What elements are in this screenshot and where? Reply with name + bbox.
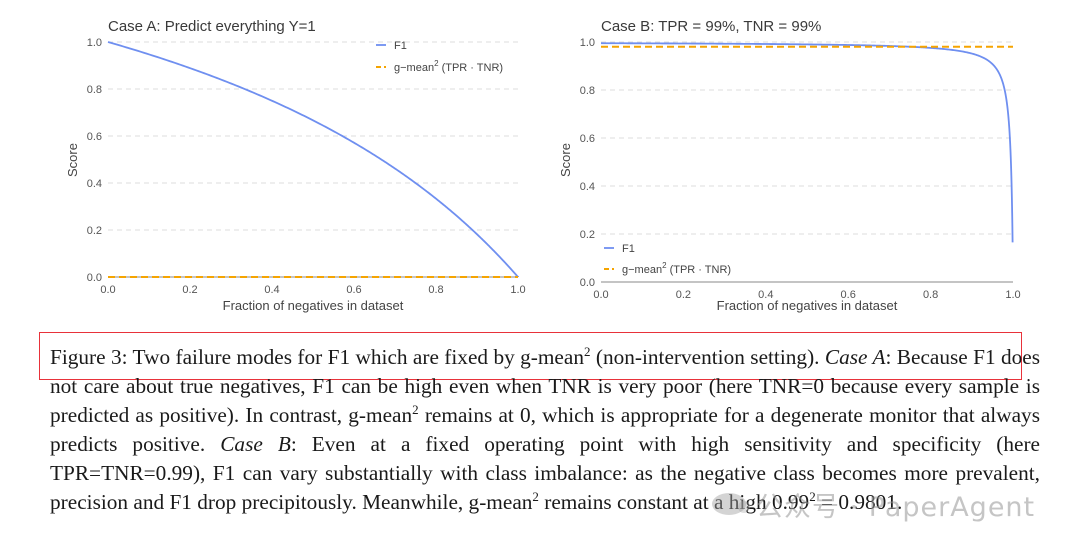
- panel-a-title: Case A: Predict everything Y=1: [108, 18, 316, 35]
- x-tick-label: 1.0: [510, 284, 525, 296]
- x-tick-label: 0.0: [100, 284, 115, 296]
- panel-b-y-ticks: 0.0 0.2 0.4 0.6 0.8 1.0: [580, 37, 595, 289]
- x-tick-label: 0.0: [593, 289, 608, 301]
- figure-caption: Figure 3: Two failure modes for F1 which…: [50, 343, 1040, 517]
- charts-figure: Case A: Predict everything Y=1 0.0 0.2 0.4…: [65, 18, 1021, 313]
- x-tick-label: 0.8: [428, 284, 443, 296]
- x-tick-label: 0.8: [923, 289, 938, 301]
- panel-b: Case B: TPR = 99%, TNR = 99% 0.00.20.40.…: [558, 18, 1021, 313]
- x-tick-label: 0.4: [758, 289, 773, 301]
- y-tick-label: 0.4: [580, 181, 595, 193]
- legend-f1-label: F1: [622, 243, 635, 255]
- caption-highlight-box: [39, 332, 1022, 380]
- y-tick-label: 1.0: [580, 37, 595, 49]
- x-tick-label: 0.2: [182, 284, 197, 296]
- y-tick-label: 0.2: [87, 225, 102, 237]
- figure-label: Figure 3:: [50, 345, 128, 369]
- panel-a-legend: F1 g−mean2 (TPR · TNR): [376, 40, 503, 74]
- panel-b-x-label: Fraction of negatives in dataset: [717, 298, 898, 313]
- caption-superscript: 2: [532, 488, 539, 504]
- caption-superscript: 2: [809, 488, 816, 504]
- panel-b-title: Case B: TPR = 99%, TNR = 99%: [601, 18, 821, 35]
- legend-f1-label: F1: [394, 40, 407, 52]
- y-tick-label: 0.8: [580, 85, 595, 97]
- panel-a-y-label: Score: [65, 143, 80, 177]
- caption-text: Two failure modes for F1 which are fixed…: [127, 345, 584, 369]
- x-tick-label: 0.6: [841, 289, 856, 301]
- panel-b-legend: F1 g−mean2 (TPR · TNR): [604, 243, 731, 276]
- case-b-label: Case B: [220, 432, 291, 456]
- y-tick-label: 0.8: [87, 84, 102, 96]
- caption-superscript: 2: [412, 401, 419, 417]
- caption-text: : Even at a fixed operating point with h…: [50, 432, 1040, 514]
- caption-text: remains at 0, which is appropriate for a…: [50, 403, 1040, 456]
- y-tick-label: 0.0: [87, 272, 102, 284]
- x-tick-label: 1.0: [1005, 289, 1020, 301]
- panel-a-x-label: Fraction of negatives in dataset: [223, 298, 404, 313]
- panel-a-f1-line: [107, 41, 519, 278]
- caption-superscript: 2: [583, 343, 591, 359]
- panel-a-x-ticks: 0.0 0.2 0.4 0.6 0.8 1.0: [100, 284, 525, 296]
- y-tick-label: 1.0: [87, 37, 102, 49]
- y-tick-label: 0.6: [87, 131, 102, 143]
- y-tick-label: 0.6: [580, 133, 595, 145]
- legend-gmean-label: g−mean2 (TPR · TNR): [622, 261, 731, 276]
- caption-text: remains constant at a high 0.99: [538, 490, 810, 514]
- caption-text: : Because F1 does not care about true ne…: [50, 345, 1041, 427]
- panel-b-f1-line: [600, 42, 1014, 243]
- x-tick-label: 0.4: [264, 284, 279, 296]
- panel-b-x-ticks: 0.0 0.2 0.4 0.6 0.8 1.0: [593, 289, 1020, 301]
- panel-b-gridlines: [601, 41, 1013, 235]
- caption-text: (non-intervention setting).: [590, 345, 825, 369]
- y-tick-label: 0.0: [580, 277, 595, 289]
- x-tick-label: 0.2: [676, 289, 691, 301]
- panel-a: Case A: Predict everything Y=1 0.0 0.2 0.4…: [65, 18, 526, 313]
- case-a-label: Case A: [824, 345, 886, 369]
- panel-b-y-label: Score: [558, 143, 573, 177]
- panel-a-y-ticks: 0.0 0.2 0.4 0.6 0.8 1.0: [87, 37, 102, 284]
- x-tick-label: 0.6: [346, 284, 361, 296]
- y-tick-label: 0.4: [87, 178, 102, 190]
- legend-gmean-label: g−mean2 (TPR · TNR): [394, 59, 503, 74]
- caption-text: = 0.9801.: [815, 490, 903, 514]
- y-tick-label: 0.2: [580, 229, 595, 241]
